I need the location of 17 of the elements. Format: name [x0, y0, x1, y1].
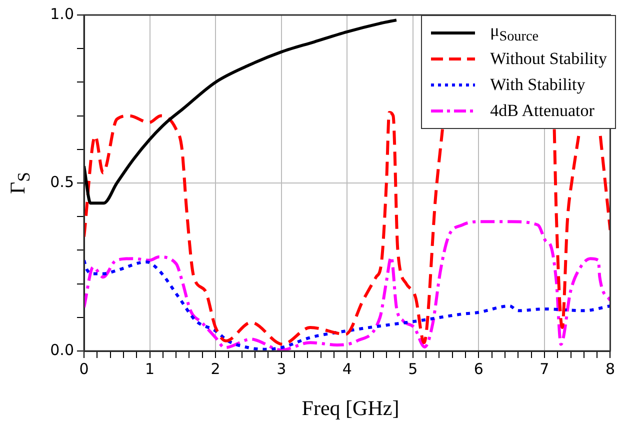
legend-label: Without Stability	[490, 49, 607, 69]
x-tick-label: 6	[474, 360, 484, 378]
x-tick-label: 5	[408, 360, 418, 378]
x-tick-label: 8	[605, 360, 615, 378]
legend-label: With Stability	[490, 75, 586, 95]
x-axis-title: Freq [GHz]	[302, 396, 400, 421]
x-tick-label: 4	[342, 360, 352, 378]
legend-label: μ$_{Source}$	[490, 20, 539, 46]
x-tick-label: 0	[79, 360, 89, 378]
y-tick-label: 1.0	[50, 4, 74, 23]
x-tick-label: 1	[145, 360, 155, 378]
x-tick-label: 3	[276, 360, 286, 378]
y-tick-label: 0.5	[50, 172, 74, 191]
legend-label: 4dB Attenuator	[490, 101, 594, 121]
y-tick-label: 0.0	[50, 340, 74, 359]
x-tick-label: 2	[210, 360, 220, 378]
x-tick-label: 7	[540, 360, 550, 378]
